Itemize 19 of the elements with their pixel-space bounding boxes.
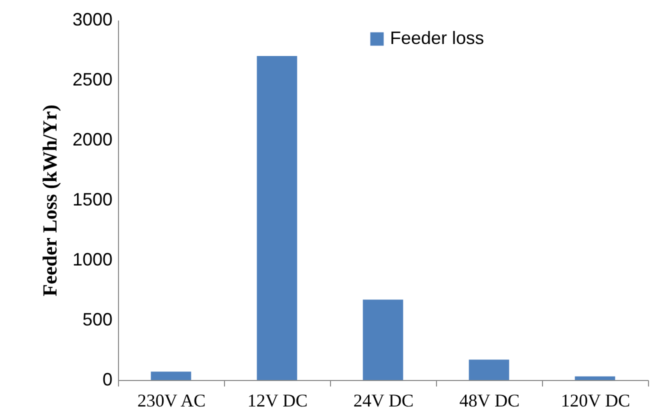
x-tick-label: 120V DC [560, 390, 630, 410]
x-tick-label: 24V DC [353, 390, 414, 410]
y-tick-label: 3000 [72, 10, 112, 30]
bar [362, 300, 404, 380]
y-tick-label: 0 [102, 370, 112, 390]
bar [574, 376, 616, 380]
y-tick-label: 2000 [72, 130, 112, 150]
y-tick-label: 1000 [72, 250, 112, 270]
legend-label: Feeder loss [390, 28, 484, 48]
y-tick-label: 500 [82, 310, 112, 330]
y-tick-label: 2500 [72, 70, 112, 90]
bar [468, 360, 510, 380]
bar [256, 56, 298, 380]
y-axis-title: Feeder Loss (kWh/Yr) [39, 104, 62, 296]
x-tick-label: 12V DC [247, 390, 308, 410]
bar [150, 372, 192, 380]
x-tick-label: 48V DC [459, 390, 520, 410]
x-tick-label: 230V AC [137, 390, 206, 410]
y-tick-label: 1500 [72, 190, 112, 210]
